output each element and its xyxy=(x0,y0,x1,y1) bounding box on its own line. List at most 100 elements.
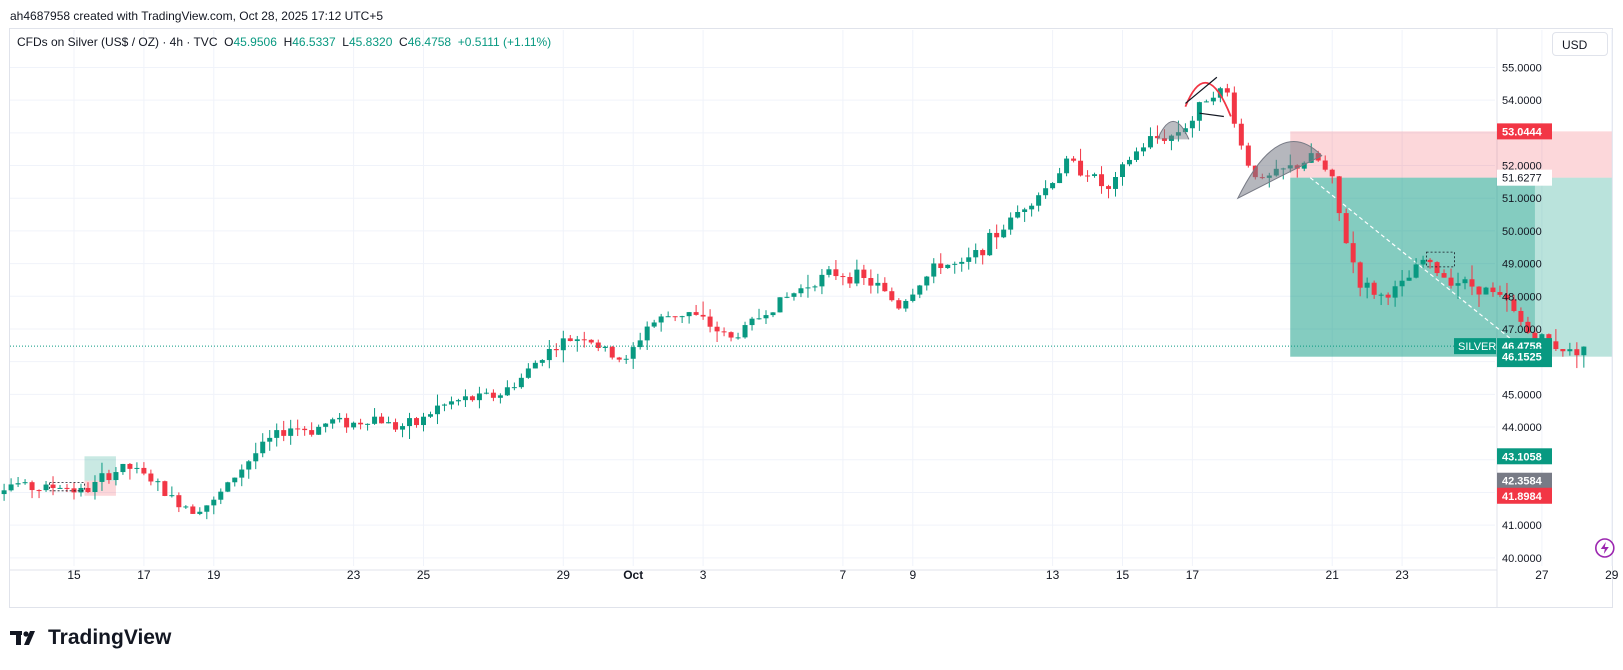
candle-body[interactable] xyxy=(127,463,133,469)
candle-body[interactable] xyxy=(504,387,510,396)
candle-body[interactable] xyxy=(567,338,573,342)
candle-body[interactable] xyxy=(1420,259,1426,265)
candle-body[interactable] xyxy=(246,461,252,470)
candle-body[interactable] xyxy=(1161,138,1167,141)
candle-body[interactable] xyxy=(791,293,797,297)
candle-body[interactable] xyxy=(169,495,175,497)
candle-body[interactable] xyxy=(1301,162,1307,169)
candle-body[interactable] xyxy=(490,392,496,398)
candle-body[interactable] xyxy=(1092,174,1098,177)
candle-body[interactable] xyxy=(197,511,203,514)
candle-body[interactable] xyxy=(672,316,678,318)
candle-body[interactable] xyxy=(616,357,622,360)
candle-body[interactable] xyxy=(1126,159,1132,165)
candle-body[interactable] xyxy=(1357,262,1363,288)
candle-body[interactable] xyxy=(78,487,84,493)
candle-body[interactable] xyxy=(1476,286,1482,295)
candle-body[interactable] xyxy=(665,316,671,318)
candle-body[interactable] xyxy=(1071,158,1077,161)
candle-body[interactable] xyxy=(57,487,63,489)
candle-body[interactable] xyxy=(1015,211,1021,218)
candle-body[interactable] xyxy=(1392,286,1398,298)
candle-body[interactable] xyxy=(994,232,1000,238)
candle-body[interactable] xyxy=(525,368,531,378)
arc-drawing-large[interactable] xyxy=(1236,141,1323,200)
candle-body[interactable] xyxy=(1203,101,1209,103)
candle-body[interactable] xyxy=(623,358,629,360)
candle-body[interactable] xyxy=(309,430,315,435)
candle-body[interactable] xyxy=(393,422,399,430)
candle-body[interactable] xyxy=(1133,151,1139,160)
candle-body[interactable] xyxy=(1448,277,1454,286)
candle-body[interactable] xyxy=(379,416,385,424)
candle-body[interactable] xyxy=(945,264,951,269)
candle-body[interactable] xyxy=(1560,349,1566,352)
candle-body[interactable] xyxy=(1036,195,1042,206)
candle-body[interactable] xyxy=(511,387,517,389)
candle-body[interactable] xyxy=(938,263,944,269)
candle-body[interactable] xyxy=(805,287,811,289)
candle-body[interactable] xyxy=(148,473,154,482)
candle-body[interactable] xyxy=(400,426,406,430)
candle-body[interactable] xyxy=(22,482,28,484)
candle-body[interactable] xyxy=(253,453,259,462)
candle-body[interactable] xyxy=(455,400,461,402)
candle-body[interactable] xyxy=(1322,160,1328,170)
candle-body[interactable] xyxy=(274,430,280,438)
candle-body[interactable] xyxy=(602,346,608,348)
candle-body[interactable] xyxy=(931,263,937,277)
candle-body[interactable] xyxy=(546,349,552,361)
candle-body[interactable] xyxy=(1001,229,1007,238)
candle-body[interactable] xyxy=(826,269,832,275)
candle-body[interactable] xyxy=(553,349,559,351)
candle-body[interactable] xyxy=(1057,173,1063,184)
candle-body[interactable] xyxy=(1462,279,1468,284)
candle-body[interactable] xyxy=(1140,147,1146,152)
candle-body[interactable] xyxy=(8,484,14,491)
candle-body[interactable] xyxy=(630,347,636,359)
candle-body[interactable] xyxy=(651,322,657,327)
stop-loss-zone[interactable] xyxy=(1290,131,1612,178)
candle-body[interactable] xyxy=(323,423,329,427)
candle-body[interactable] xyxy=(1441,273,1447,278)
candle-body[interactable] xyxy=(1329,169,1335,177)
candle-body[interactable] xyxy=(875,282,881,286)
candle-body[interactable] xyxy=(532,362,538,369)
trend-line-drawing[interactable] xyxy=(1185,76,1218,104)
candle-body[interactable] xyxy=(162,481,168,496)
candle-body[interactable] xyxy=(700,314,706,317)
candle-body[interactable] xyxy=(1064,158,1070,174)
candle-body[interactable] xyxy=(924,276,930,286)
candle-body[interactable] xyxy=(204,505,210,512)
candle-body[interactable] xyxy=(29,482,35,491)
candle-body[interactable] xyxy=(581,339,587,341)
candle-body[interactable] xyxy=(483,392,489,394)
candle-body[interactable] xyxy=(358,422,364,425)
candle-body[interactable] xyxy=(1245,145,1251,166)
candle-body[interactable] xyxy=(1546,334,1552,342)
candle-body[interactable] xyxy=(232,477,238,483)
candle-body[interactable] xyxy=(1182,128,1188,133)
candle-body[interactable] xyxy=(819,274,825,287)
candle-body[interactable] xyxy=(476,393,482,401)
candle-body[interactable] xyxy=(1518,310,1524,322)
currency-button[interactable]: USD xyxy=(1552,32,1608,56)
candle-body[interactable] xyxy=(1581,346,1587,356)
small-loss-zone[interactable] xyxy=(84,480,116,496)
candle-body[interactable] xyxy=(106,473,112,481)
candle-body[interactable] xyxy=(861,269,867,279)
candle-body[interactable] xyxy=(770,312,776,316)
candle-body[interactable] xyxy=(1371,282,1377,295)
candle-body[interactable] xyxy=(50,484,56,489)
dashed-box-drawing[interactable] xyxy=(49,482,85,492)
candle-body[interactable] xyxy=(218,491,224,500)
candle-body[interactable] xyxy=(1224,88,1230,93)
candle-body[interactable] xyxy=(1406,277,1412,281)
candle-body[interactable] xyxy=(462,396,468,401)
candle-body[interactable] xyxy=(889,291,895,301)
candle-body[interactable] xyxy=(92,481,98,492)
candle-body[interactable] xyxy=(15,483,21,485)
candle-body[interactable] xyxy=(882,282,888,292)
candle-body[interactable] xyxy=(833,269,839,277)
candle-body[interactable] xyxy=(1050,183,1056,189)
